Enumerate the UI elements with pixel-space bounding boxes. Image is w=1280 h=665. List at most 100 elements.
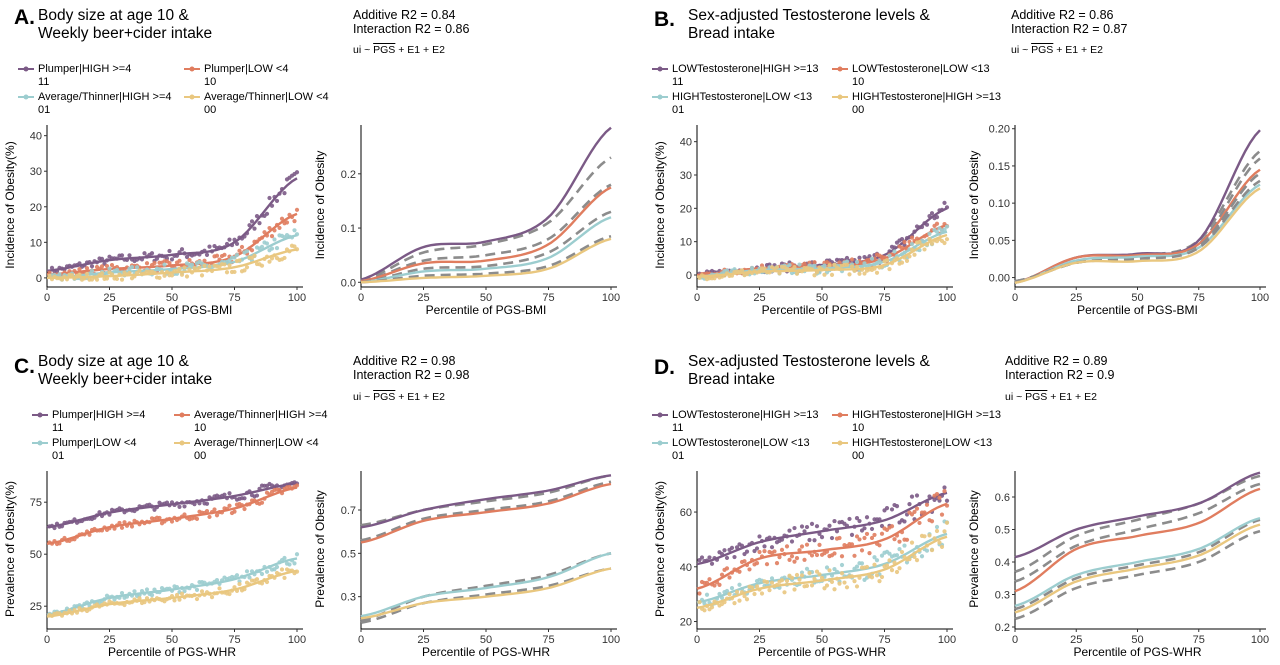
scatter-point [89, 264, 95, 269]
scatter-point [929, 211, 935, 216]
scatter-point [887, 551, 892, 556]
scatter-point [844, 259, 850, 264]
legend: Plumper|HIGH >=4 11 Plumper|LOW <4 10 Aver… [18, 63, 418, 116]
scatter-point [829, 535, 835, 541]
panel-letter: A. [14, 6, 35, 29]
chart-c-right-lines: 0 25 50 75 100 0.3 0.5 0.7 Percentile of PGS-WHR… [313, 471, 620, 659]
scatter-point [944, 224, 950, 229]
scatter-point [747, 567, 752, 572]
x-tick-label: 50 [480, 292, 492, 304]
scatter-point [774, 561, 780, 566]
scatter-point [727, 575, 732, 580]
scatter-point [839, 571, 845, 576]
x-tick-label: 75 [542, 292, 554, 304]
scatter-point [897, 566, 902, 571]
scatter-point [839, 562, 845, 568]
scatter-point [944, 237, 950, 242]
x-tick-label: 75 [1193, 634, 1205, 646]
scatter-point [942, 200, 947, 205]
legend-label: Plumper|LOW <4 [52, 437, 137, 449]
legend-swatch [184, 94, 200, 100]
scatter-point [724, 555, 730, 561]
scatter-point [782, 590, 787, 595]
scatter-point [194, 587, 200, 592]
formula-pgs: PGS [1031, 44, 1054, 56]
x-tick-label: 75 [228, 292, 240, 304]
swatch-dot [837, 66, 843, 72]
scatter-point [789, 575, 795, 580]
plot-area: 0 25 50 75 100 0.2 0.3 0.4 0.5 0.6 Percentile of P… [967, 471, 1269, 659]
scatter-point [244, 569, 250, 574]
y-axis-label: Prevalence of Obesity(%) [3, 481, 17, 617]
y-tick-label: 10 [30, 237, 42, 249]
scatter-point [809, 553, 815, 558]
scatter-point [294, 483, 300, 488]
scatter-point [792, 559, 797, 564]
legend-code: 00 [852, 449, 865, 462]
x-tick-label: 25 [417, 292, 429, 304]
scatter-point [894, 569, 900, 575]
scatter-point [827, 263, 832, 268]
fit-line [360, 474, 612, 529]
scatter-point [259, 244, 265, 249]
legend-text: HIGHTestosterone|LOW <13 00 [852, 437, 992, 462]
scatter-point [794, 572, 800, 578]
panel-title-line1: Sex-adjusted Testosterone levels & [688, 353, 930, 370]
additive-dashed-line [1014, 474, 1261, 574]
scatter-point [804, 524, 810, 530]
scatter-point [812, 576, 817, 581]
formula-suffix: + E1 + E2 [1053, 44, 1103, 56]
scatter-point [172, 598, 177, 603]
scatter-point [202, 263, 207, 268]
scatter-point [844, 585, 850, 590]
scatter-point [144, 261, 150, 266]
legend-text: Average/Thinner|LOW <4 00 [194, 437, 319, 462]
scatter-point [762, 549, 767, 554]
fit-line [46, 212, 298, 276]
panel-letter: C. [14, 355, 35, 378]
formula-prefix: ui ~ [1011, 44, 1032, 56]
additive-dashed-line [360, 234, 612, 284]
scatter-point [104, 263, 110, 269]
scatter-point [767, 588, 772, 593]
scatter-point [204, 509, 210, 514]
y-axis-label: Incidence of Obesity(%) [3, 141, 17, 268]
x-tick-label: 0 [358, 634, 364, 646]
fit-line [46, 486, 298, 545]
scatter-point [937, 495, 942, 500]
scatter-point [182, 512, 187, 517]
scatter-point [732, 600, 737, 606]
legend-swatch [652, 412, 668, 418]
swatch-dot [23, 94, 29, 100]
scatter-point [737, 582, 742, 587]
scatter-point [709, 605, 715, 610]
y-tick-label: 10 [680, 237, 692, 249]
scatter-point [854, 534, 860, 539]
scatter-point [789, 554, 795, 559]
x-axis-label: Percentile of PGS-WHR [108, 645, 236, 659]
scatter-point [822, 263, 827, 268]
y-axis-label: Incidence of Obesity [967, 151, 981, 260]
scatter-point [222, 262, 227, 267]
scatter-point [177, 504, 182, 509]
scatter-point [824, 565, 830, 570]
chart-b-left-scatter: 0 25 50 75 100 0 10 20 30 40 Percentile of PGS-BMI… [653, 125, 956, 317]
y-tick-label: 0.20 [989, 124, 1010, 136]
additive-dashed-line [360, 474, 612, 527]
scatter-point [242, 506, 247, 512]
scatter-point [257, 220, 262, 226]
scatter-point [859, 561, 865, 566]
scatter-point [762, 266, 767, 271]
legend-swatch [32, 440, 48, 446]
y-axis-label: Prevalence of Obesity [313, 490, 327, 607]
scatter-point [769, 545, 775, 550]
x-tick-label: 100 [1251, 292, 1269, 304]
scatter-point [792, 265, 797, 270]
scatter-point [732, 554, 737, 560]
panel-title-line2: Weekly beer+cider intake [38, 371, 213, 388]
formula-suffix: + E1 + E2 [395, 44, 445, 56]
legend-label: Average/Thinner|HIGH >=4 [38, 91, 172, 103]
scatter-point [182, 589, 187, 594]
formula-pgs: PGS [1025, 391, 1048, 403]
scatter-point [857, 255, 862, 260]
